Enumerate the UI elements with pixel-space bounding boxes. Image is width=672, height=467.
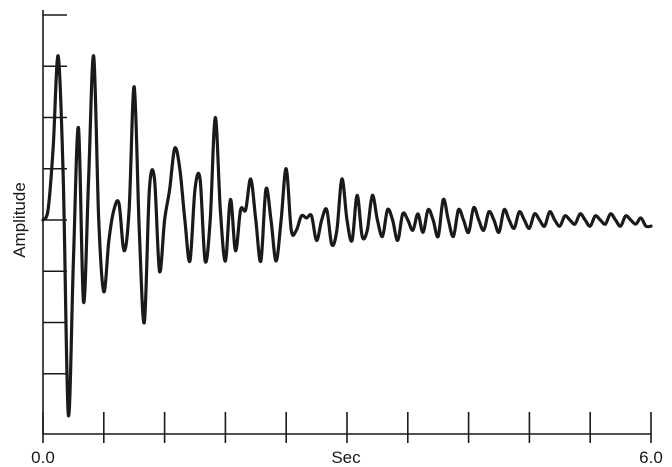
x-tick-label-end: 6.0 bbox=[639, 448, 663, 467]
labels-group: Amplitude Sec 0.0 6.0 bbox=[10, 182, 663, 467]
signal-group bbox=[41, 54, 653, 418]
x-tick-label-start: 0.0 bbox=[31, 448, 55, 467]
axes-group bbox=[42, 10, 652, 443]
y-axis-label: Amplitude bbox=[10, 182, 29, 258]
amplitude-series-line bbox=[41, 54, 653, 418]
x-axis-label: Sec bbox=[331, 448, 361, 467]
